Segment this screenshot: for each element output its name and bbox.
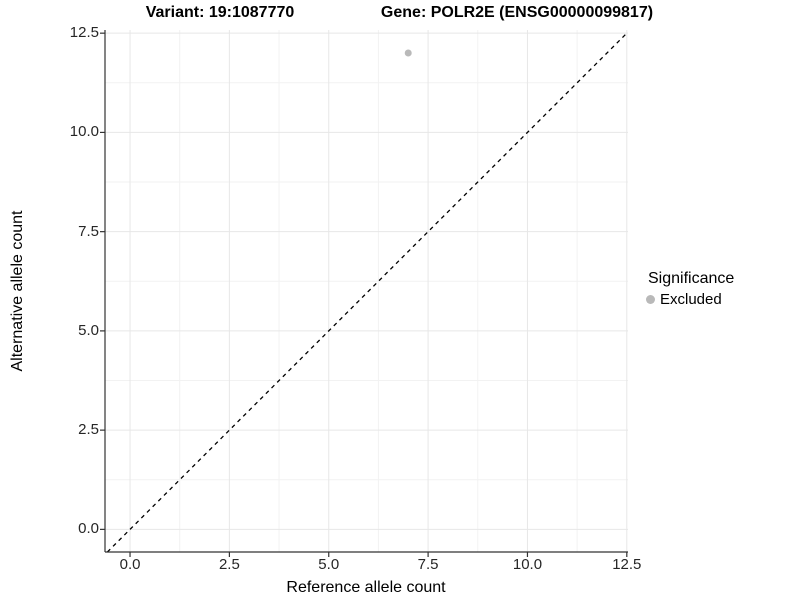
y-axis-title: Alternative allele count [9, 210, 26, 372]
legend-title: Significance [648, 270, 735, 287]
legend: Significance Excluded [646, 270, 796, 308]
x-tick-label: 5.0 [318, 556, 340, 573]
data-point [404, 49, 412, 57]
y-tick-label: 7.5 [78, 222, 99, 240]
x-tick-label: 0.0 [119, 556, 141, 573]
plot-title-gene: Gene: POLR2E (ENSG00000099817) [380, 4, 654, 21]
y-tick-label: 0.0 [78, 520, 99, 538]
plot-title-variant: Variant: 19:1087770 [145, 4, 295, 21]
legend-marker-circle-icon [646, 295, 655, 304]
legend-item: Excluded [646, 291, 796, 308]
legend-items: Excluded [646, 291, 796, 308]
x-axis-title: Reference allele count [286, 579, 446, 596]
y-tick-label: 5.0 [78, 321, 99, 339]
legend-label: Excluded [660, 291, 722, 308]
identity-reference-line [106, 31, 629, 553]
y-tick-label: 12.5 [69, 24, 99, 42]
y-tick-label: 10.0 [69, 123, 99, 141]
y-tick-label: 2.5 [78, 421, 99, 439]
x-tick-label: 7.5 [417, 556, 439, 573]
x-tick-label: 12.5 [612, 556, 642, 573]
x-tick-label: 2.5 [218, 556, 240, 573]
x-tick-label: 10.0 [512, 556, 543, 573]
